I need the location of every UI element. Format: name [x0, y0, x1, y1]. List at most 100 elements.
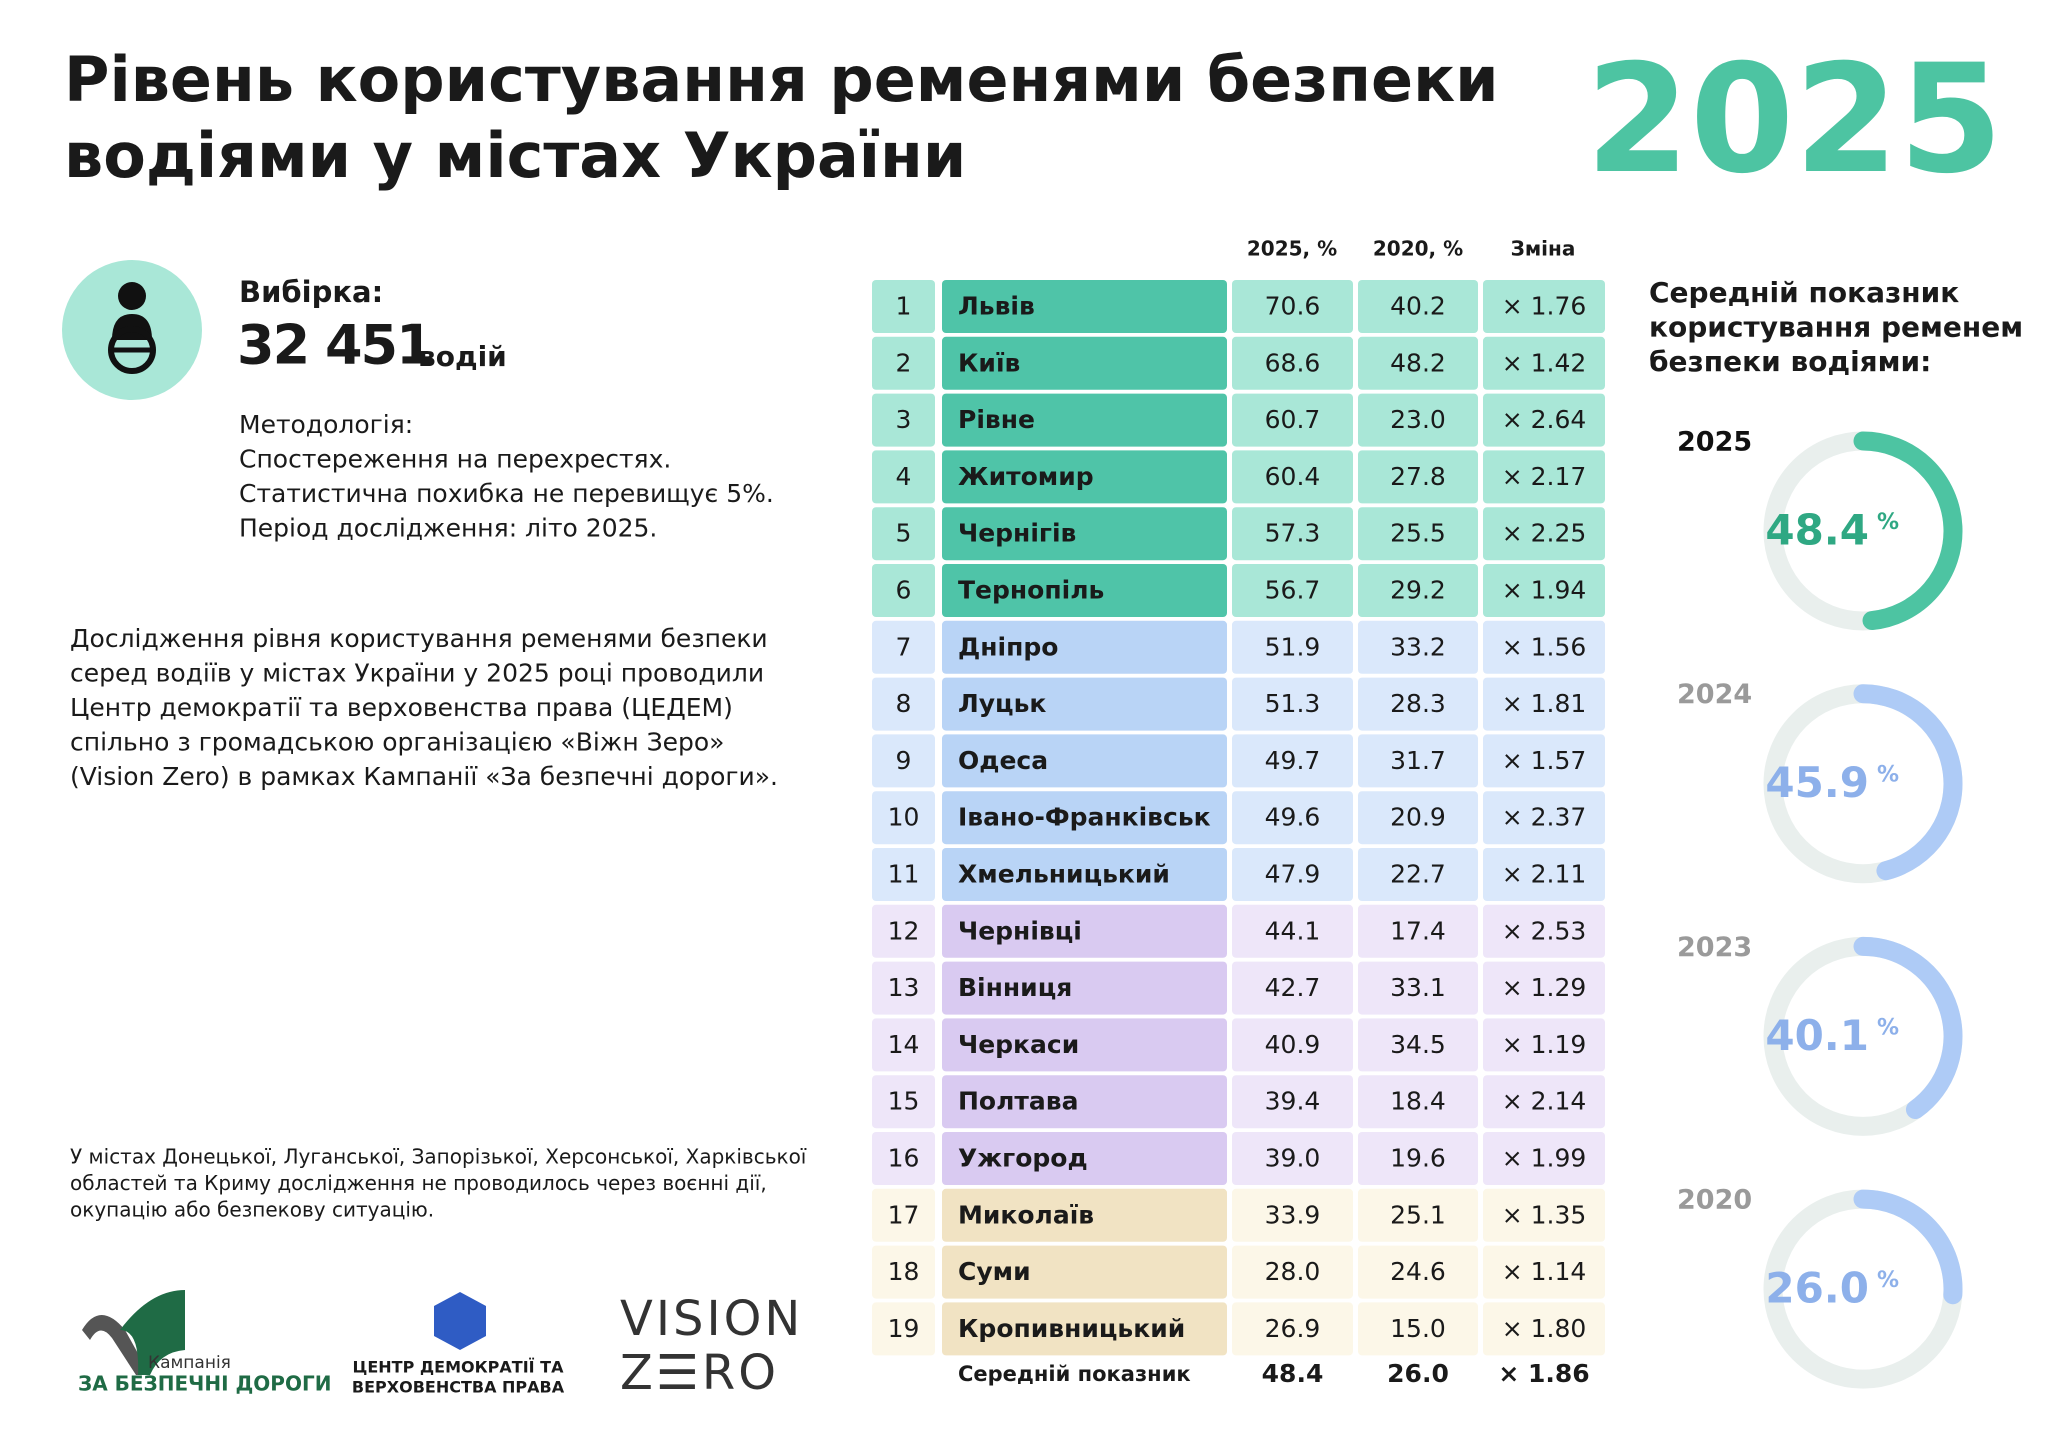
table-cell: [1358, 791, 1478, 845]
city-name: Суми: [958, 1257, 1031, 1286]
table-cell: [942, 1075, 1227, 1129]
city-name: Одеса: [958, 746, 1048, 775]
table-value: 23.0: [1390, 405, 1446, 434]
table-value: 39.0: [1265, 1144, 1321, 1173]
city-name: Львів: [958, 292, 1035, 321]
gauge-arc: [1853, 431, 1963, 631]
table-cell: [942, 677, 1227, 731]
table-cell: [872, 734, 935, 788]
table-value: × 1.57: [1502, 746, 1587, 775]
table-cell: [872, 1075, 935, 1129]
table-cell: [1232, 904, 1353, 958]
logo-text: VISION: [620, 1291, 803, 1347]
table-value: 31.7: [1390, 746, 1446, 775]
methodology-line: Статистична похибка не перевищує 5%.: [239, 479, 774, 508]
city-name: Житомир: [958, 462, 1094, 491]
table-cell: [1483, 1132, 1605, 1185]
title-line: Рівень користування ременями безпеки: [64, 43, 1499, 116]
city-name: Луцьк: [958, 689, 1046, 718]
gauge-title: користування ременем: [1649, 311, 2023, 344]
rank: 12: [888, 916, 920, 945]
table-cell: [1232, 507, 1353, 561]
table-value: 27.8: [1390, 462, 1446, 491]
table-value: 19.6: [1390, 1144, 1446, 1173]
table-cell: [1232, 791, 1353, 845]
table-value: × 2.17: [1502, 462, 1587, 491]
methodology-line: Методологія:: [239, 410, 413, 439]
average-value: 48.4: [1262, 1359, 1324, 1388]
rank: 8: [896, 689, 912, 718]
table-cell: [1483, 507, 1605, 561]
logo-cedem: ЦЕНТР ДЕМОКРАТІЇ ТА ВЕРХОВЕНСТВА ПРАВА: [352, 1292, 565, 1397]
logo-text: ЗА БЕЗПЕЧНІ ДОРОГИ: [78, 1372, 331, 1396]
gauge-year: 2023: [1677, 932, 1752, 963]
city-name: Черкаси: [958, 1030, 1079, 1059]
table-cell: [942, 1302, 1227, 1356]
average-value: 26.0: [1387, 1359, 1449, 1388]
table-value: × 1.76: [1502, 292, 1587, 321]
table-value: 33.1: [1390, 973, 1446, 1002]
description-line: спільно з громадською організацією «Віжн…: [70, 728, 724, 757]
table-cell: [872, 1132, 935, 1185]
table-value: 33.9: [1265, 1200, 1321, 1229]
table-cell: [1232, 734, 1353, 788]
rank: 3: [896, 405, 912, 434]
table-value: × 2.53: [1502, 916, 1587, 945]
table-cell: [942, 507, 1227, 561]
table-value: × 2.25: [1502, 519, 1587, 548]
table-cell: [1483, 280, 1605, 333]
sample-label: Вибірка:: [239, 275, 383, 309]
table-cell: [942, 904, 1227, 958]
gauge-arc: [1853, 1189, 1963, 1305]
table-cell: [1483, 961, 1605, 1015]
table-cell: [1232, 1245, 1353, 1299]
table-cell: [872, 1188, 935, 1242]
table-value: 33.2: [1390, 632, 1446, 661]
rank: 19: [888, 1314, 920, 1343]
table-value: 39.4: [1265, 1087, 1321, 1116]
table-cell: [872, 791, 935, 845]
table-value: 60.7: [1265, 405, 1321, 434]
gauge-unit: %: [1877, 1268, 1899, 1293]
title-year: 2025: [1586, 33, 2003, 207]
table-value: × 1.35: [1502, 1200, 1587, 1229]
rank: 16: [888, 1144, 920, 1173]
table-cell: [1232, 1018, 1353, 1072]
table-value: × 1.94: [1502, 576, 1587, 605]
logo-text: ЦЕНТР ДЕМОКРАТІЇ ТА: [353, 1358, 565, 1377]
gauge-year: 2025: [1677, 427, 1752, 458]
table-cell: [1483, 393, 1605, 447]
table-value: 44.1: [1265, 916, 1321, 945]
table-cell: [942, 961, 1227, 1015]
driver-icon: [62, 260, 202, 400]
column-header: 2020, %: [1373, 237, 1463, 261]
rank: 14: [888, 1030, 920, 1059]
gauge-unit: %: [1877, 763, 1899, 788]
table-cell: [1232, 564, 1353, 617]
city-name: Миколаїв: [958, 1200, 1094, 1229]
table-cell: [872, 961, 935, 1015]
table-cell: [1232, 677, 1353, 731]
table-cell: [1358, 961, 1478, 1015]
table-cell: [1358, 564, 1478, 617]
table-cell: [1483, 904, 1605, 958]
table-cell: [1358, 280, 1478, 333]
description-line: (Vision Zero) в рамках Кампанії «За безп…: [70, 762, 778, 791]
table-value: 70.6: [1265, 292, 1321, 321]
column-header: 2025, %: [1247, 237, 1337, 261]
description-line: Дослідження рівня користування ременями …: [70, 624, 768, 653]
rank: 1: [896, 292, 912, 321]
table-value: 15.0: [1390, 1314, 1446, 1343]
table-value: × 2.14: [1502, 1087, 1587, 1116]
gauge-year: 2020: [1677, 1185, 1752, 1216]
table-value: 48.2: [1390, 348, 1446, 377]
table-cell: [1483, 677, 1605, 731]
table-cell: [1483, 620, 1605, 674]
city-name: Ужгород: [958, 1144, 1088, 1173]
gauge-value: 40.1: [1765, 1011, 1869, 1060]
table-value: 51.9: [1265, 632, 1321, 661]
city-name: Київ: [958, 348, 1020, 377]
sample-count: 32 451: [237, 314, 432, 377]
gauge-title: Середній показник: [1649, 276, 1959, 309]
rank: 10: [888, 803, 920, 832]
